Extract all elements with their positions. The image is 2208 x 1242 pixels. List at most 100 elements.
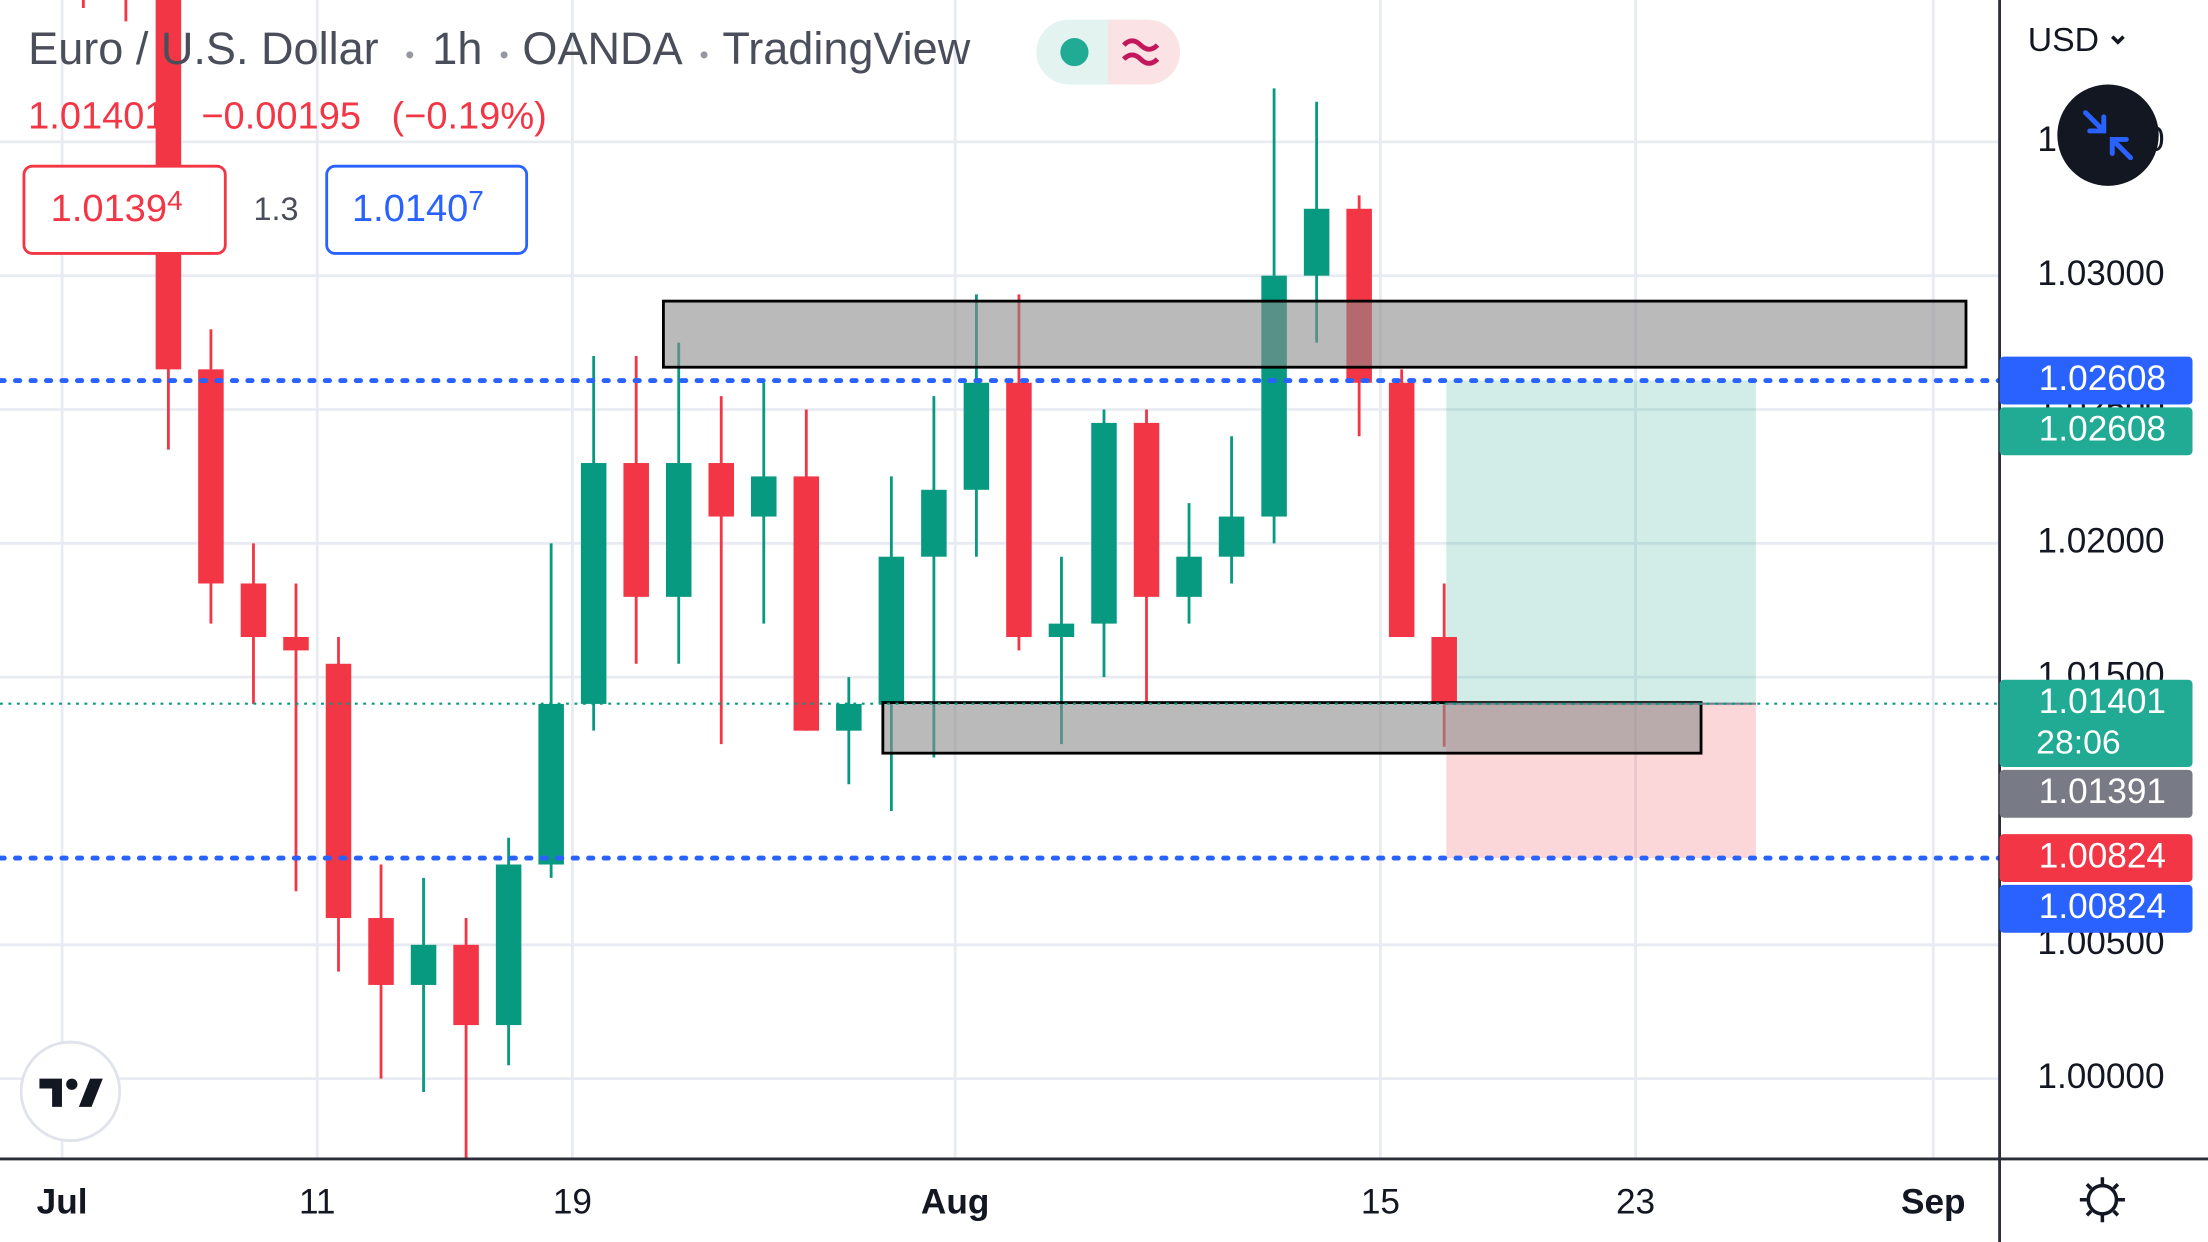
candle-body xyxy=(623,463,649,597)
candle-body xyxy=(708,463,735,517)
ask: 1.01407 xyxy=(352,185,484,230)
badge-bg xyxy=(1999,834,2193,883)
x-tick-label: Sep xyxy=(1901,1182,1966,1221)
buy-button[interactable]: 1.01407 xyxy=(325,164,529,255)
x-tick-label: 15 xyxy=(1361,1182,1400,1221)
spread: 1.3 xyxy=(253,191,298,227)
separator xyxy=(406,51,414,59)
plot-area xyxy=(0,0,2000,1159)
badge-price: 1.00824 xyxy=(2039,887,2166,926)
candle-body xyxy=(1388,382,1415,638)
status-pill[interactable] xyxy=(1036,19,1181,85)
separator xyxy=(500,51,508,59)
ask-pip: 7 xyxy=(468,185,484,216)
price-badge: 1.01391 xyxy=(1999,769,2193,818)
candle-body xyxy=(1091,422,1117,624)
candle-body xyxy=(793,476,820,731)
bid: 1.01394 xyxy=(51,185,183,230)
sell-button[interactable]: 1.01394 xyxy=(22,164,227,255)
badge-bg xyxy=(1999,679,2193,768)
gear xyxy=(2086,1183,2119,1216)
candle-body xyxy=(368,918,394,985)
platform: TradingView xyxy=(722,23,970,74)
candle-body xyxy=(283,637,309,651)
fullscreen-toggle[interactable] xyxy=(2057,84,2159,186)
candle-body xyxy=(1133,422,1160,597)
price-badge: 1.02608 xyxy=(1999,407,2193,456)
interval[interactable]: 1h xyxy=(432,23,482,74)
price-badge: 1.00824 xyxy=(1999,884,2193,933)
badge-bg xyxy=(1999,769,2193,818)
quote-line: 1.01401 −0.00195 (−0.19%) xyxy=(28,95,547,137)
ask-price: 1.0140 xyxy=(352,188,468,230)
collapse-icon xyxy=(2083,110,2134,161)
x-tick-label: 19 xyxy=(553,1182,592,1221)
buy-box xyxy=(325,164,529,255)
bid-price: 1.0139 xyxy=(51,188,167,230)
x-tick-label: Aug xyxy=(921,1182,989,1221)
candle-body xyxy=(1176,556,1202,597)
candle-body xyxy=(538,703,564,865)
candle-body xyxy=(751,476,777,517)
source: OANDA xyxy=(522,23,682,74)
candle-body xyxy=(665,463,692,597)
logo-mark xyxy=(39,1078,103,1107)
bid-pip: 4 xyxy=(167,185,183,216)
sell-box xyxy=(22,164,227,255)
y-tick-label: 1.00000 xyxy=(2037,1057,2164,1096)
y-tick-label: 1.02000 xyxy=(2037,522,2164,561)
price-badge: 1.02608 xyxy=(1999,356,2193,405)
last-price: 1.01401 xyxy=(28,95,165,137)
candle-body xyxy=(836,703,862,731)
badge-price: 1.01401 xyxy=(2039,682,2166,721)
symbol-title: Euro / U.S. Dollar xyxy=(28,23,378,74)
market-open-dot xyxy=(1060,38,1089,67)
status-pill-bg xyxy=(1108,19,1137,85)
candle-body xyxy=(198,369,224,584)
candle-body xyxy=(1303,208,1330,276)
candle-body xyxy=(1048,623,1075,638)
candle-body xyxy=(580,463,607,704)
badge-bg xyxy=(1999,356,2193,405)
logo-bg xyxy=(19,1040,122,1143)
badge-price: 1.01391 xyxy=(2039,772,2166,811)
candle-body xyxy=(1006,382,1032,638)
candle-body xyxy=(963,382,990,490)
candle-body xyxy=(453,944,479,1026)
candle-body xyxy=(921,489,947,557)
symbol-header: Euro / U.S. Dollar 1h OANDA TradingView … xyxy=(22,19,1181,255)
badge-price: 1.00824 xyxy=(2039,836,2166,875)
currency-selector[interactable]: USD xyxy=(2028,21,2099,59)
zone-box xyxy=(881,701,1703,755)
zone-box xyxy=(662,299,1968,369)
candle-body xyxy=(878,556,905,704)
candle-body xyxy=(240,583,267,638)
separator xyxy=(700,51,708,59)
dropdown-caret xyxy=(2111,35,2125,45)
badge-price: 1.02608 xyxy=(2039,359,2166,398)
tradingview-logo[interactable] xyxy=(19,1040,122,1143)
candle-body xyxy=(325,663,352,919)
change-percent: (−0.19%) xyxy=(391,95,546,137)
price-badge: 1.00824 xyxy=(1999,834,2193,883)
x-tick-label: 23 xyxy=(1616,1182,1655,1221)
change: −0.00195 xyxy=(201,95,361,137)
delay-icon xyxy=(1121,38,1160,66)
candle-body xyxy=(1431,637,1457,704)
profit-zone xyxy=(1446,380,1756,704)
toggle-bg xyxy=(2057,84,2159,186)
candle-body xyxy=(1218,516,1245,557)
candle-body xyxy=(410,944,437,985)
candle-body xyxy=(495,864,522,1026)
x-tick-label: 11 xyxy=(299,1182,336,1221)
badge-bg xyxy=(1999,407,2193,456)
badge-price: 1.02608 xyxy=(2039,410,2166,449)
logo-dot xyxy=(66,1078,78,1090)
x-tick-label: Jul xyxy=(37,1182,88,1221)
y-tick-label: 1.03000 xyxy=(2037,254,2164,293)
badge-countdown: 28:06 xyxy=(2036,723,2121,761)
badge-bg xyxy=(1999,884,2193,933)
